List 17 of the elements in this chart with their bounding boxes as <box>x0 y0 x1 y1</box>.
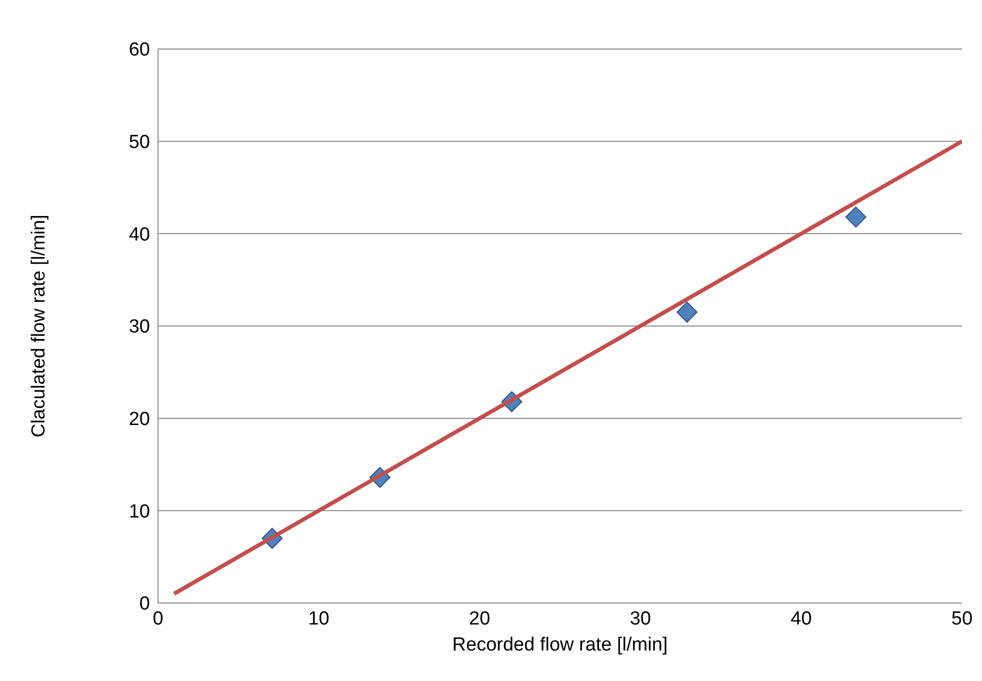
y-tick-label: 10 <box>128 501 150 522</box>
y-axis-title: Claculated flow rate [l/min] <box>28 214 50 438</box>
y-tick-label: 60 <box>128 40 150 61</box>
y-tick-label: 50 <box>128 132 150 154</box>
y-tick-label: 0 <box>139 594 150 615</box>
x-axis-title: Recorded flow rate [l/min] <box>452 634 668 656</box>
y-tick-label: 30 <box>128 316 150 338</box>
x-tick-label: 30 <box>630 608 651 630</box>
point <box>845 206 866 228</box>
x-tick-label: 10 <box>308 608 330 630</box>
y-tick-label: 40 <box>128 224 150 246</box>
point <box>676 302 698 323</box>
x-tick-label: 20 <box>469 608 490 630</box>
x-tick-label: 40 <box>790 608 812 630</box>
x-tick-label: 50 <box>951 608 973 630</box>
x-tick-label: 0 <box>152 608 164 630</box>
y-tick-label: 20 <box>128 409 150 430</box>
